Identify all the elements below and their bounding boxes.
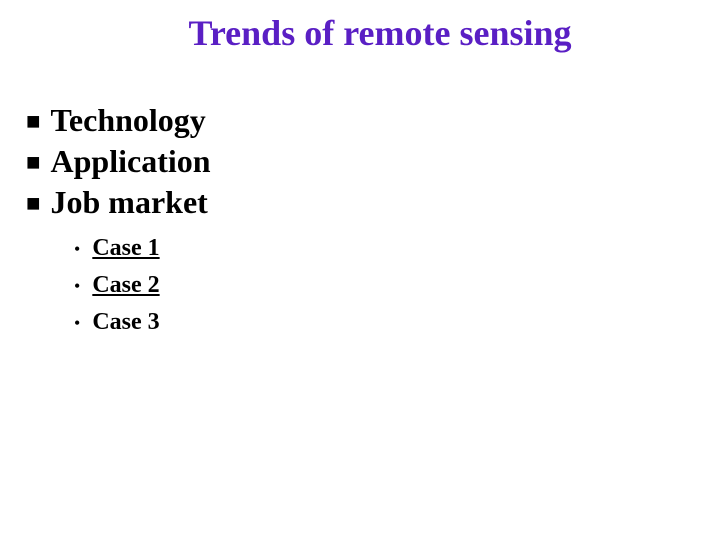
- main-list-item: ■ Technology: [26, 102, 700, 139]
- sub-list-item: • Case 1: [74, 235, 700, 262]
- sub-bullet-list: • Case 1 • Case 2 • Case 3: [74, 235, 700, 336]
- sub-item-link[interactable]: Case 1: [92, 235, 159, 262]
- dot-bullet-icon: •: [74, 313, 80, 334]
- sub-item-link[interactable]: Case 2: [92, 272, 159, 299]
- slide-title: Trends of remote sensing: [20, 12, 700, 54]
- square-bullet-icon: ■: [26, 110, 41, 134]
- dot-bullet-icon: •: [74, 276, 80, 297]
- square-bullet-icon: ■: [26, 192, 41, 216]
- main-list-item: ■ Job market: [26, 184, 700, 221]
- sub-list-item: • Case 3: [74, 309, 700, 336]
- main-item-label: Technology: [51, 102, 206, 139]
- sub-list-item: • Case 2: [74, 272, 700, 299]
- main-item-label: Job market: [51, 184, 208, 221]
- main-list-item: ■ Application: [26, 143, 700, 180]
- dot-bullet-icon: •: [74, 239, 80, 260]
- square-bullet-icon: ■: [26, 151, 41, 175]
- sub-item-label: Case 3: [92, 309, 159, 336]
- slide-container: Trends of remote sensing ■ Technology ■ …: [0, 0, 720, 540]
- main-item-label: Application: [51, 143, 211, 180]
- main-bullet-list: ■ Technology ■ Application ■ Job market: [26, 102, 700, 221]
